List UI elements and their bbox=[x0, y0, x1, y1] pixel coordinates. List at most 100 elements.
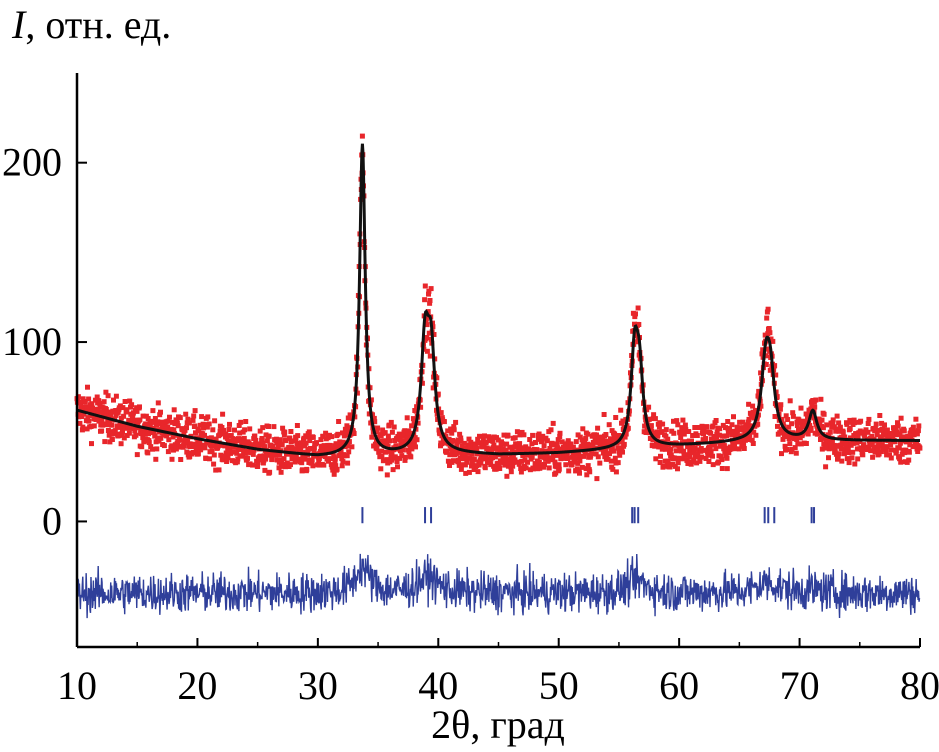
observed-point bbox=[469, 451, 475, 457]
observed-point bbox=[316, 462, 322, 468]
observed-point bbox=[898, 415, 904, 421]
observed-point bbox=[728, 446, 734, 452]
observed-point bbox=[764, 309, 770, 315]
observed-point bbox=[458, 466, 464, 472]
observed-point bbox=[89, 401, 95, 407]
observed-point bbox=[888, 442, 894, 448]
observed-point bbox=[175, 423, 181, 429]
observed-point bbox=[266, 433, 272, 439]
observed-point bbox=[181, 443, 187, 448]
x-tick-label: 80 bbox=[900, 663, 939, 708]
observed-point bbox=[668, 452, 674, 458]
observed-point bbox=[601, 412, 607, 417]
y-tick-label: 200 bbox=[2, 140, 62, 185]
y-axis-title: I, отн. ед. bbox=[11, 2, 171, 47]
observed-point bbox=[105, 393, 111, 399]
observed-point bbox=[99, 417, 105, 423]
observed-point bbox=[253, 437, 259, 443]
observed-point bbox=[288, 462, 293, 468]
observed-point bbox=[383, 438, 389, 444]
observed-point bbox=[710, 453, 715, 459]
observed-point bbox=[457, 455, 463, 461]
observed-point bbox=[405, 435, 411, 441]
observed-point bbox=[692, 445, 698, 451]
observed-point bbox=[782, 443, 788, 449]
observed-point bbox=[495, 437, 501, 443]
observed-point bbox=[557, 434, 563, 439]
observed-point bbox=[256, 457, 262, 463]
observed-point bbox=[491, 442, 497, 448]
observed-point bbox=[118, 441, 124, 447]
observed-point bbox=[577, 434, 583, 440]
observed-point bbox=[765, 306, 771, 312]
observed-point bbox=[286, 444, 292, 450]
observed-point bbox=[490, 455, 495, 461]
observed-point bbox=[905, 433, 911, 439]
observed-point bbox=[230, 449, 236, 455]
observed-point bbox=[570, 444, 576, 450]
observed-point bbox=[783, 413, 789, 419]
observed-point bbox=[616, 449, 622, 455]
observed-point bbox=[615, 445, 621, 451]
observed-point bbox=[120, 429, 125, 435]
observed-point bbox=[196, 428, 202, 434]
observed-point bbox=[336, 419, 342, 424]
observed-point bbox=[686, 429, 692, 434]
observed-point bbox=[897, 431, 903, 437]
observed-point bbox=[336, 453, 342, 459]
observed-point bbox=[359, 133, 365, 139]
observed-point bbox=[474, 451, 480, 457]
observed-point bbox=[705, 452, 711, 458]
observed-point bbox=[492, 454, 498, 460]
observed-point bbox=[563, 444, 568, 449]
observed-point bbox=[293, 454, 299, 460]
observed-point bbox=[281, 456, 287, 462]
observed-point bbox=[916, 423, 922, 429]
observed-point bbox=[109, 422, 115, 428]
observed-point bbox=[798, 428, 804, 434]
observed-point bbox=[862, 433, 868, 439]
observed-point bbox=[264, 438, 270, 444]
observed-point bbox=[787, 441, 793, 447]
observed-point bbox=[830, 420, 836, 426]
observed-point bbox=[242, 427, 248, 433]
observed-point bbox=[731, 428, 737, 434]
observed-point bbox=[753, 432, 759, 438]
observed-point bbox=[190, 417, 196, 423]
observed-point bbox=[155, 435, 161, 441]
observed-point bbox=[443, 434, 449, 439]
observed-point bbox=[108, 413, 114, 419]
observed-point bbox=[464, 459, 470, 465]
observed-point bbox=[334, 466, 340, 472]
observed-point bbox=[520, 448, 526, 454]
observed-point bbox=[385, 443, 391, 449]
observed-point bbox=[620, 418, 626, 424]
observed-point bbox=[267, 469, 273, 475]
observed-point bbox=[490, 438, 496, 444]
observed-point bbox=[595, 425, 601, 431]
observed-point bbox=[536, 431, 542, 437]
observed-point bbox=[830, 417, 836, 423]
observed-point bbox=[263, 456, 269, 462]
observed-point bbox=[777, 430, 783, 436]
observed-point bbox=[206, 421, 212, 427]
observed-point bbox=[850, 449, 856, 455]
observed-point bbox=[151, 419, 157, 425]
observed-point bbox=[227, 445, 233, 451]
observed-point bbox=[230, 436, 236, 442]
observed-point bbox=[449, 430, 455, 436]
observed-point bbox=[589, 451, 595, 457]
observed-point bbox=[318, 437, 324, 443]
observed-point bbox=[177, 434, 183, 440]
observed-point bbox=[96, 398, 102, 404]
observed-point bbox=[345, 415, 351, 421]
observed-point bbox=[86, 418, 92, 424]
observed-point bbox=[647, 416, 653, 422]
observed-point bbox=[894, 429, 900, 435]
observed-point bbox=[890, 431, 896, 437]
observed-point bbox=[298, 440, 304, 446]
observed-point bbox=[578, 453, 584, 459]
observed-point bbox=[78, 400, 84, 406]
observed-point bbox=[404, 439, 409, 445]
observed-point bbox=[529, 454, 535, 460]
